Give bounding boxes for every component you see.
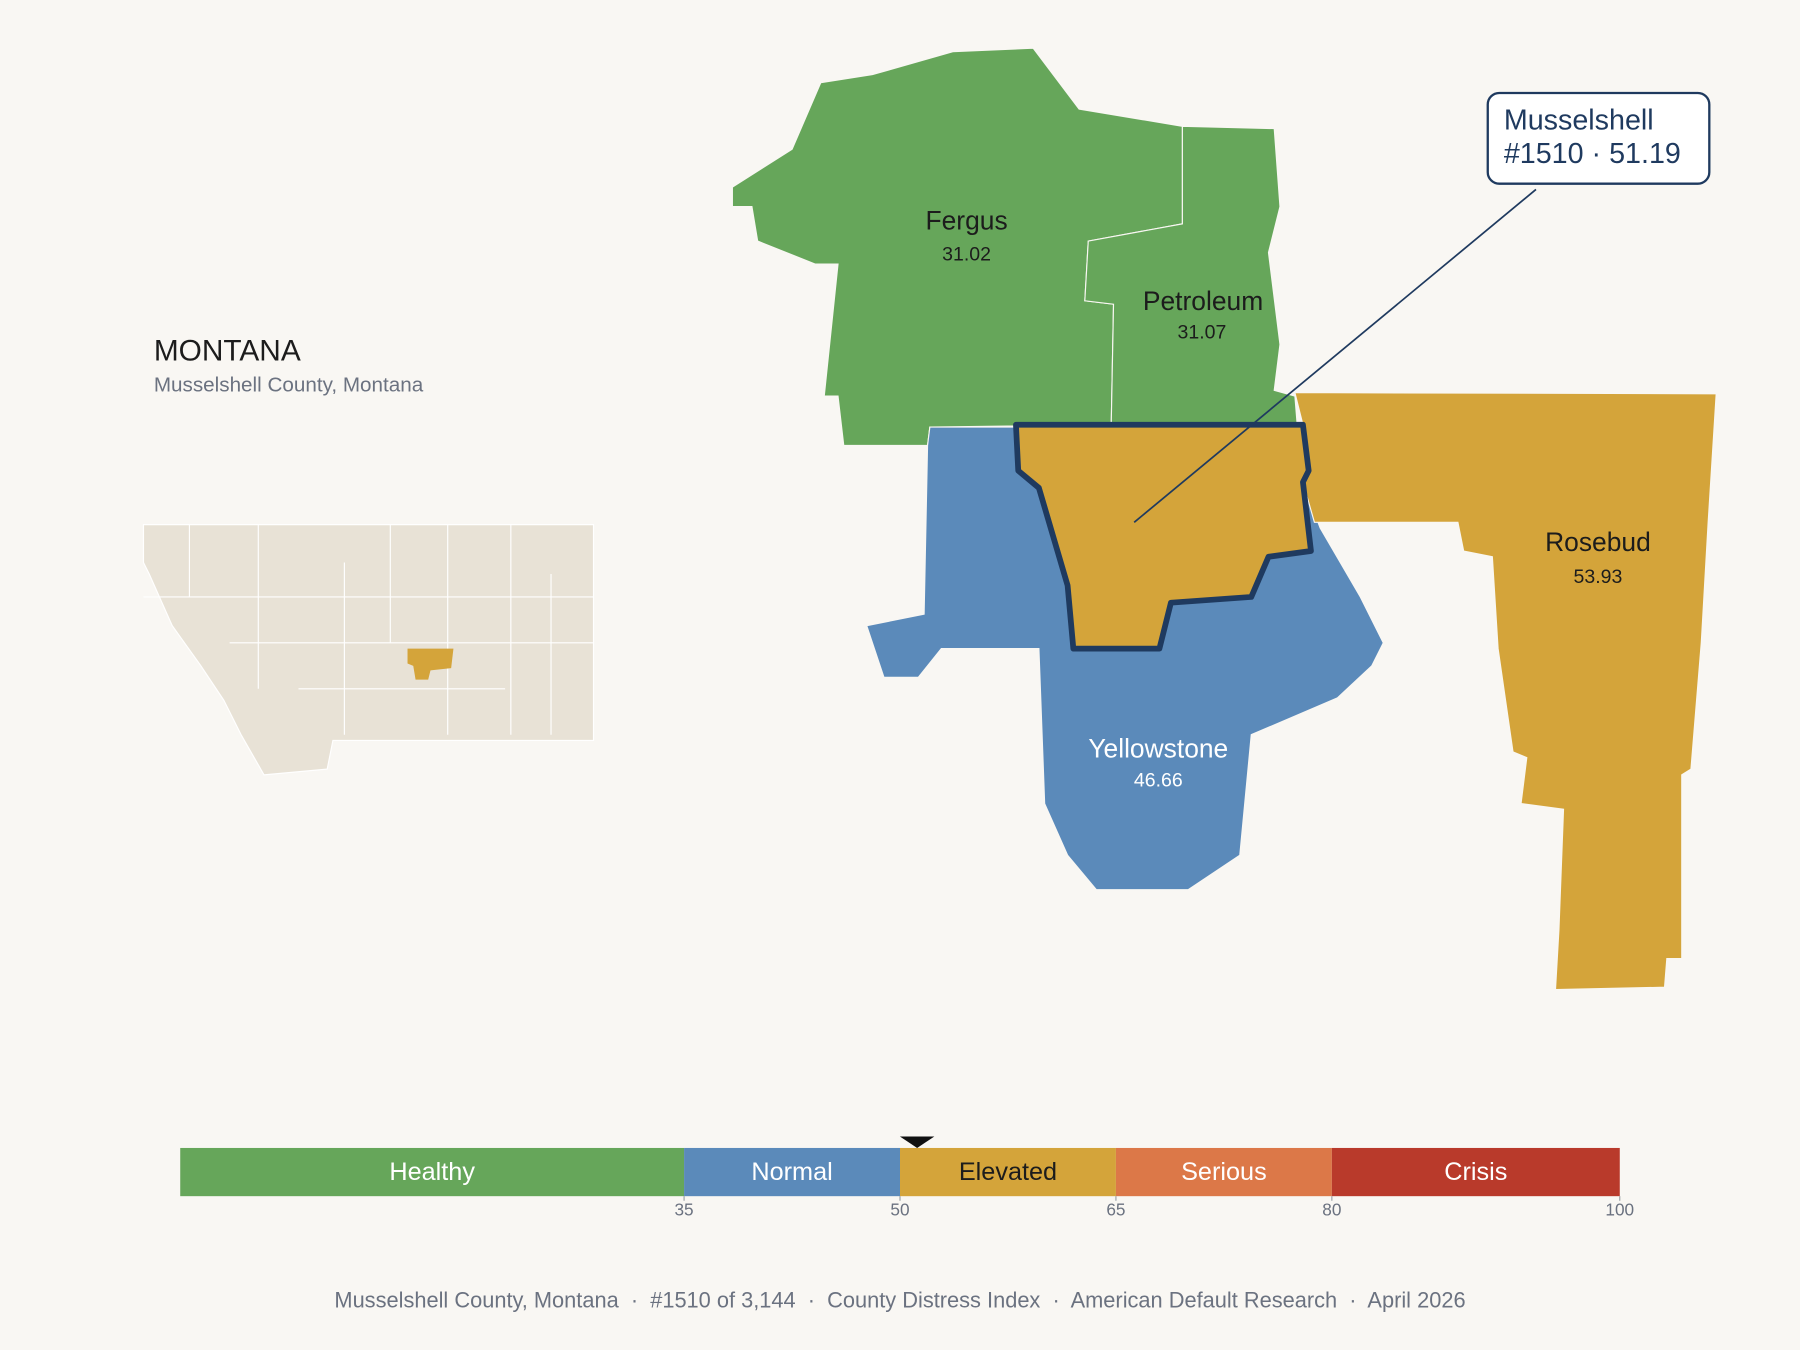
county-value: 53.93 [1574,566,1623,588]
callout-label: #1510 · 51.19 [1504,138,1681,170]
legend-band [1331,1147,1620,1197]
legend-band-label: Healthy [389,1158,475,1186]
subtitle: Musselshell County, Montana [154,373,424,396]
legend-band [684,1147,900,1197]
county-value: 31.07 [1178,322,1227,344]
inset-map [142,524,595,776]
county-shape [1084,125,1298,426]
legend-tick-label: 50 [890,1200,909,1220]
county-name: Yellowstone [1088,734,1228,764]
county-name: Fergus [926,206,1008,236]
callout-box [1486,91,1711,185]
state-shape [142,524,595,776]
legend-pointer [899,1136,935,1148]
legend-tick-label: 35 [674,1200,693,1220]
county-value: 31.02 [942,244,991,266]
legend-band [900,1147,1116,1197]
inset-focus [407,648,454,680]
legend-tick-label: 65 [1106,1200,1125,1220]
legend-band [180,1147,685,1197]
callout-title: Musselshell [1504,105,1654,137]
focus-county [1013,421,1314,652]
legend-band-label: Serious [1181,1158,1267,1186]
legend-band-label: Crisis [1444,1158,1507,1186]
legend-tick-label: 80 [1322,1200,1341,1220]
legend-band-label: Elevated [959,1158,1057,1186]
county-name: Rosebud [1545,527,1651,557]
legend-band-label: Normal [751,1158,832,1186]
county-value: 46.66 [1134,769,1183,791]
callout-leader [1133,188,1537,523]
legend-tick-label: 100 [1605,1200,1634,1220]
county-name: Petroleum [1143,286,1263,316]
inset-county-lines [143,524,594,735]
legend: Healthy Normal Elevated Serious Crisis 35 50 65… [180,1136,1634,1220]
legend-band [1115,1147,1332,1197]
footer: Musselshell County, Montana · #1510 of 3… [334,1288,1465,1313]
title: MONTANA [154,334,301,367]
county-shape [1294,392,1717,991]
